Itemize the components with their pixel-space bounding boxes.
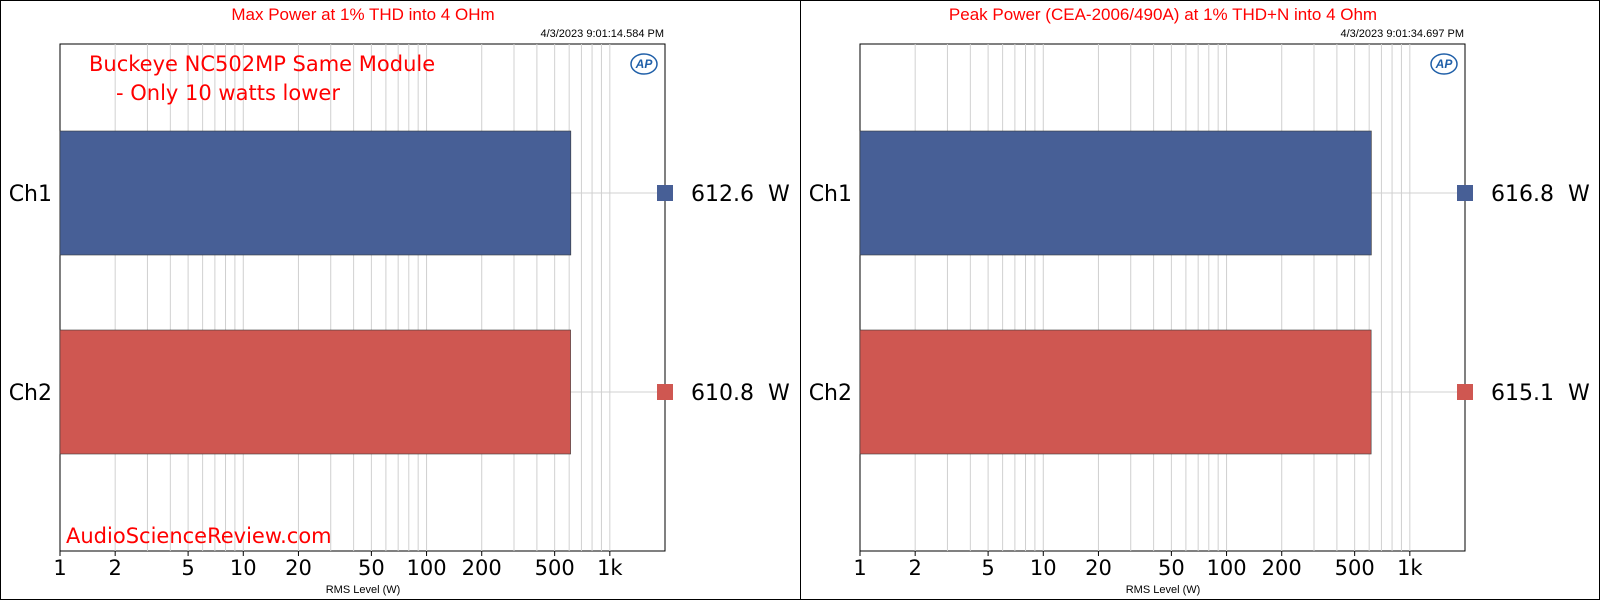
x-tick-label: 20 [1085,556,1112,580]
x-tick-label: 20 [285,556,312,580]
bars: Ch1 Ch2 [9,130,572,455]
chart-panel-right: Peak Power (CEA-2006/490A) at 1% THD+N i… [800,0,1600,600]
x-tick-label: 50 [358,556,385,580]
watermark: AudioScienceReview.com [66,524,332,548]
x-tick-label: 500 [1335,556,1375,580]
x-tick-label: 200 [462,556,502,580]
x-tick-label: 100 [407,556,447,580]
ap-logo: AP [1430,53,1458,75]
category-label: Ch1 [9,182,52,207]
chart-right: Peak Power (CEA-2006/490A) at 1% THD+N i… [809,5,1590,596]
chart-panel-left: Max Power at 1% THD into 4 OHm 4/3/2023 … [0,0,801,600]
bars: Ch1 Ch2 [809,130,1372,455]
x-axis-title: RMS Level (W) [326,584,401,596]
ap-logo-text: AP [1435,57,1454,71]
x-tick-label: 500 [535,556,575,580]
bar-ch2 [59,329,571,455]
legend-swatch [657,185,673,201]
timestamp: 4/3/2023 9:01:34.697 PM [1340,28,1464,40]
chart-title: Max Power at 1% THD into 4 OHm [231,5,494,24]
x-tick-label: 1 [853,556,866,580]
x-tick-label: 1k [1397,556,1423,580]
category-label: Ch2 [9,381,52,406]
plot-area [859,43,1466,552]
legend-swatch [1457,384,1473,400]
bar-ch2 [859,329,1372,455]
value-legend: 612.6 W 610.8 W [657,182,790,406]
annotation-line-1: Buckeye NC502MP Same Module [89,52,435,76]
x-axis-ticks: 1 2 5 10 20 50 100 200 500 1k [853,551,1423,580]
chart-left: Max Power at 1% THD into 4 OHm 4/3/2023 … [9,5,790,596]
x-axis-title: RMS Level (W) [1126,584,1201,596]
x-axis-ticks: 1 2 5 10 20 50 100 200 500 1k [53,551,623,580]
legend-swatch [1457,185,1473,201]
bar-ch1 [859,130,1372,256]
x-tick-label: 100 [1207,556,1247,580]
value-label: 615.1 W [1491,381,1590,406]
x-tick-label: 5 [181,556,194,580]
legend-swatch [657,384,673,400]
ap-logo-text: AP [635,57,654,71]
x-tick-label: 2 [108,556,121,580]
category-label: Ch1 [809,182,852,207]
x-tick-label: 10 [230,556,257,580]
chart-title: Peak Power (CEA-2006/490A) at 1% THD+N i… [949,5,1377,24]
value-label: 612.6 W [691,182,790,207]
x-tick-label: 2 [908,556,921,580]
value-legend: 616.8 W 615.1 W [1457,182,1590,406]
value-label: 610.8 W [691,381,790,406]
x-tick-label: 1k [597,556,623,580]
x-tick-label: 5 [981,556,994,580]
bar-ch1 [59,130,572,256]
x-tick-label: 1 [53,556,66,580]
x-tick-label: 50 [1158,556,1185,580]
category-label: Ch2 [809,381,852,406]
ap-logo: AP [630,53,658,75]
timestamp: 4/3/2023 9:01:14.584 PM [540,28,664,40]
x-tick-label: 10 [1030,556,1057,580]
annotation-line-2: - Only 10 watts lower [116,81,340,105]
x-tick-label: 200 [1262,556,1302,580]
plot-area [59,43,666,552]
value-label: 616.8 W [1491,182,1590,207]
